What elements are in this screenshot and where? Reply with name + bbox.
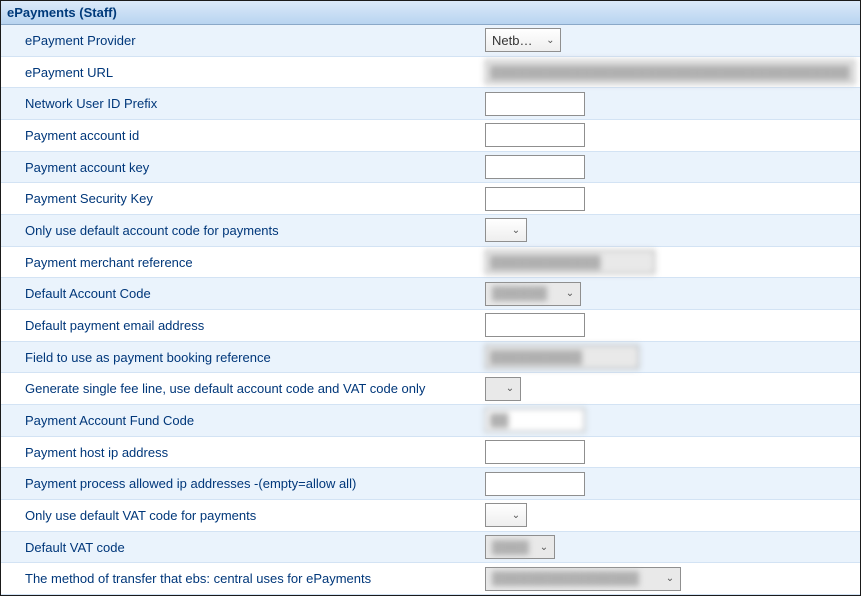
input-fund-code[interactable] [485, 408, 585, 432]
label-provider: ePayment Provider [1, 33, 485, 48]
row-url: ePayment URL [1, 57, 860, 89]
select-default-acct-code[interactable]: ██████ ⌄ [485, 282, 581, 306]
input-account-key[interactable] [485, 155, 585, 179]
select-only-default-vat[interactable]: ⌄ [485, 503, 527, 527]
row-transfer-method: The method of transfer that ebs: central… [1, 563, 860, 595]
chevron-down-icon: ⌄ [508, 225, 524, 236]
input-account-id[interactable] [485, 123, 585, 147]
label-url: ePayment URL [1, 65, 485, 80]
label-security-key: Payment Security Key [1, 191, 485, 206]
label-account-id: Payment account id [1, 128, 485, 143]
label-userid-prefix: Network User ID Prefix [1, 96, 485, 111]
row-userid-prefix: Network User ID Prefix [1, 88, 860, 120]
chevron-down-icon: ⌄ [562, 288, 578, 299]
select-transfer-method[interactable]: ████████████████ ⌄ [485, 567, 681, 591]
row-merchant-ref: Payment merchant reference [1, 247, 860, 279]
label-host-ip: Payment host ip address [1, 445, 485, 460]
label-account-key: Payment account key [1, 160, 485, 175]
chevron-down-icon: ⌄ [543, 35, 558, 46]
label-only-default-acct: Only use default account code for paymen… [1, 223, 485, 238]
input-host-ip[interactable] [485, 440, 585, 464]
input-default-email[interactable] [485, 313, 585, 337]
select-default-vat-code-value: ████ [492, 540, 529, 555]
row-fund-code: Payment Account Fund Code [1, 405, 860, 437]
input-allowed-ips[interactable] [485, 472, 585, 496]
select-single-fee-line[interactable]: ⌄ [485, 377, 521, 401]
row-provider: ePayment Provider Netbanx ⌄ [1, 25, 860, 57]
chevron-down-icon: ⌄ [662, 573, 678, 584]
row-security-key: Payment Security Key [1, 183, 860, 215]
row-allowed-ips: Payment process allowed ip addresses -(e… [1, 468, 860, 500]
input-merchant-ref[interactable] [485, 250, 655, 274]
input-security-key[interactable] [485, 187, 585, 211]
row-booking-ref: Field to use as payment booking referenc… [1, 342, 860, 374]
input-url[interactable] [485, 60, 855, 84]
chevron-down-icon: ⌄ [502, 383, 518, 394]
label-default-email: Default payment email address [1, 318, 485, 333]
label-transfer-method: The method of transfer that ebs: central… [1, 571, 485, 586]
select-default-vat-code[interactable]: ████ ⌄ [485, 535, 555, 559]
chevron-down-icon: ⌄ [508, 510, 524, 521]
row-only-default-acct: Only use default account code for paymen… [1, 215, 860, 247]
input-userid-prefix[interactable] [485, 92, 585, 116]
row-default-email: Default payment email address [1, 310, 860, 342]
row-single-fee-line: Generate single fee line, use default ac… [1, 373, 860, 405]
epayments-panel: ePayments (Staff) ePayment Provider Netb… [0, 0, 861, 596]
label-default-acct-code: Default Account Code [1, 286, 485, 301]
row-host-ip: Payment host ip address [1, 437, 860, 469]
select-default-acct-code-value: ██████ [492, 286, 547, 301]
label-merchant-ref: Payment merchant reference [1, 255, 485, 270]
panel-title: ePayments (Staff) [1, 1, 860, 25]
select-provider[interactable]: Netbanx ⌄ [485, 28, 561, 52]
label-fund-code: Payment Account Fund Code [1, 413, 485, 428]
label-allowed-ips: Payment process allowed ip addresses -(e… [1, 476, 485, 491]
label-default-vat-code: Default VAT code [1, 540, 485, 555]
select-only-default-acct[interactable]: ⌄ [485, 218, 527, 242]
row-default-acct-code: Default Account Code ██████ ⌄ [1, 278, 860, 310]
label-only-default-vat: Only use default VAT code for payments [1, 508, 485, 523]
label-single-fee-line: Generate single fee line, use default ac… [1, 381, 485, 396]
row-default-vat-code: Default VAT code ████ ⌄ [1, 532, 860, 564]
row-account-key: Payment account key [1, 152, 860, 184]
select-provider-value: Netbanx [492, 33, 539, 48]
chevron-down-icon: ⌄ [536, 542, 552, 553]
row-account-id: Payment account id [1, 120, 860, 152]
settings-rows: ePayment Provider Netbanx ⌄ ePayment URL… [1, 25, 860, 595]
select-transfer-method-value: ████████████████ [492, 571, 639, 586]
row-only-default-vat: Only use default VAT code for payments ⌄ [1, 500, 860, 532]
label-booking-ref: Field to use as payment booking referenc… [1, 350, 485, 365]
input-booking-ref[interactable] [485, 345, 639, 369]
